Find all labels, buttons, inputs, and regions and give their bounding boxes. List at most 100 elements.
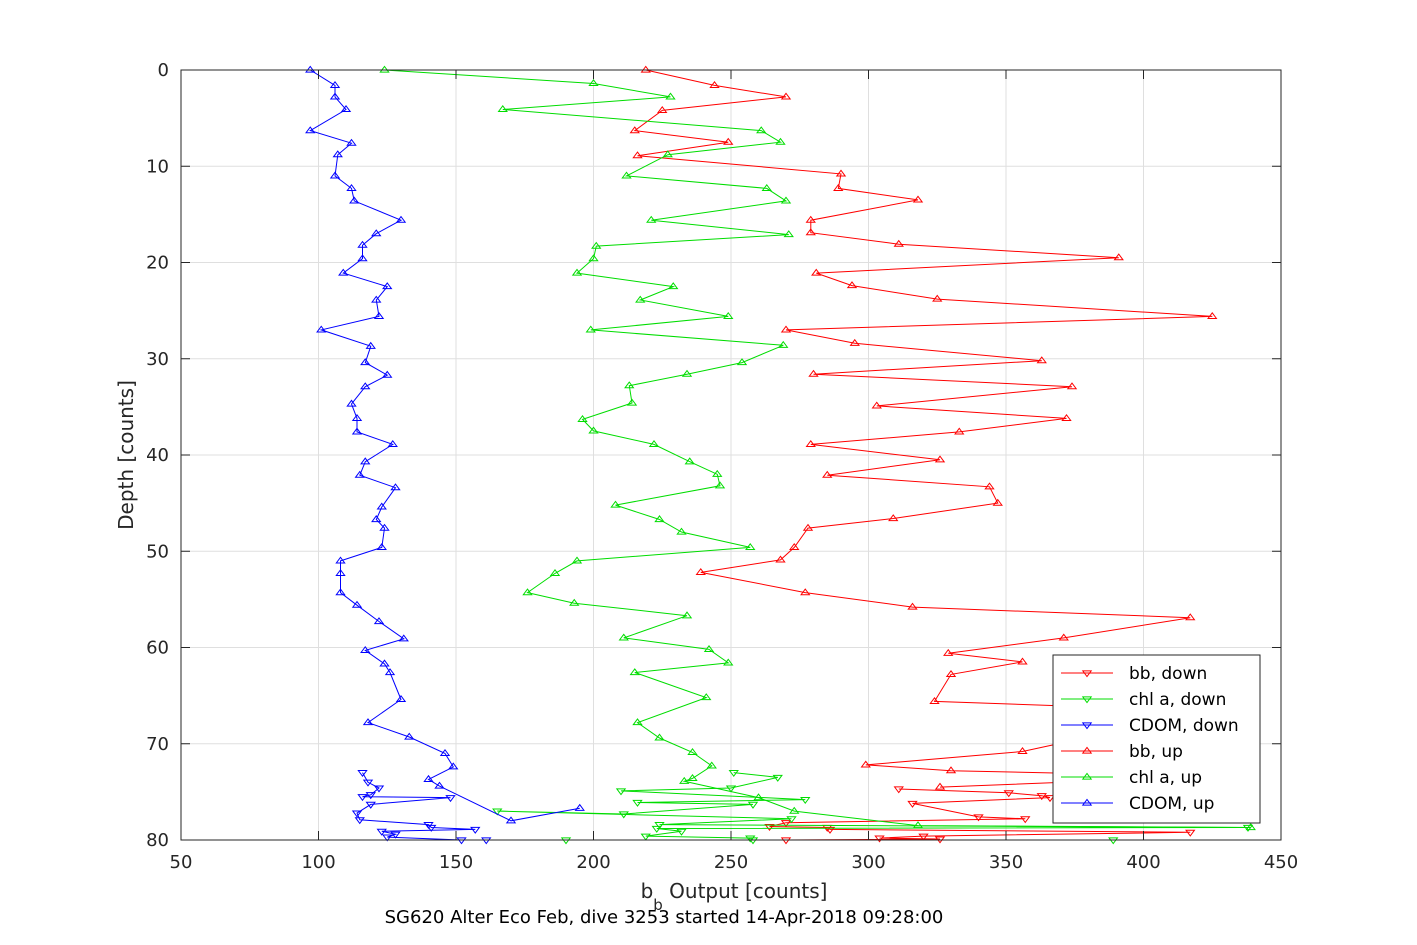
data-point xyxy=(654,515,665,523)
x-tick-label: 150 xyxy=(439,852,473,873)
data-point xyxy=(448,762,459,770)
data-point xyxy=(329,92,341,100)
legend-marker xyxy=(1081,696,1093,704)
data-point xyxy=(681,369,693,377)
data-point xyxy=(626,398,638,406)
data-point xyxy=(802,523,814,531)
data-point xyxy=(434,781,445,789)
data-point xyxy=(316,325,327,333)
data-point xyxy=(588,254,599,262)
data-point xyxy=(362,718,374,726)
data-point xyxy=(588,79,599,87)
data-point xyxy=(382,370,393,378)
data-point xyxy=(747,801,759,809)
data-point xyxy=(373,617,385,625)
data-point xyxy=(662,150,673,158)
data-point xyxy=(305,126,316,134)
data-point xyxy=(640,65,651,73)
legend-entry: bb, down xyxy=(1061,664,1207,684)
data-point xyxy=(335,588,346,596)
data-point xyxy=(373,311,385,319)
legend-marker xyxy=(1081,798,1093,806)
data-point xyxy=(945,766,957,774)
legend-entry: chl a, down xyxy=(1061,690,1226,710)
series-line xyxy=(384,69,1251,828)
data-point xyxy=(357,254,368,262)
data-point xyxy=(384,668,396,676)
data-point xyxy=(860,760,871,768)
data-point xyxy=(1245,823,1256,831)
data-point xyxy=(492,808,503,816)
data-point xyxy=(346,399,357,407)
data-point xyxy=(657,105,668,114)
data-point xyxy=(822,470,833,478)
data-point xyxy=(668,282,679,290)
data-point xyxy=(943,648,954,656)
data-point xyxy=(629,668,640,676)
data-point xyxy=(1017,747,1028,755)
data-point xyxy=(808,369,819,377)
data-point xyxy=(351,427,363,435)
data-point xyxy=(849,338,860,346)
data-point xyxy=(522,588,533,596)
data-point xyxy=(376,502,387,510)
data-point xyxy=(357,794,368,802)
data-point xyxy=(800,588,811,596)
data-point xyxy=(907,800,918,808)
data-point xyxy=(973,814,984,822)
y-tick-label: 70 xyxy=(146,734,169,755)
data-point xyxy=(371,295,382,303)
data-point xyxy=(786,816,797,824)
data-point xyxy=(439,748,451,756)
data-point xyxy=(426,824,437,832)
legend-marker xyxy=(1081,772,1093,780)
data-point xyxy=(618,811,629,819)
data-point xyxy=(335,556,346,564)
data-point xyxy=(783,230,794,238)
data-point xyxy=(736,358,748,366)
data-point xyxy=(676,527,687,535)
legend-label: chl a, down xyxy=(1129,690,1226,710)
data-point xyxy=(723,137,734,145)
data-point xyxy=(932,294,943,302)
x-tick-label: 450 xyxy=(1264,852,1298,873)
data-point xyxy=(871,401,882,409)
data-point xyxy=(588,426,599,434)
chart-title: SG620 Alter Eco Feb, dive 3253 started 1… xyxy=(385,907,944,928)
data-point xyxy=(329,171,341,179)
data-point xyxy=(805,215,816,223)
data-point xyxy=(811,268,822,276)
y-tick-label: 80 xyxy=(146,830,169,851)
data-point xyxy=(651,825,662,833)
series-line xyxy=(309,69,580,822)
data-point xyxy=(676,828,687,836)
series-cdom-down xyxy=(351,770,492,845)
data-point xyxy=(753,793,764,801)
data-point xyxy=(395,215,407,223)
data-point xyxy=(357,770,368,778)
data-point xyxy=(624,381,635,389)
data-point xyxy=(371,229,382,237)
data-point xyxy=(775,555,786,563)
data-point xyxy=(709,80,720,88)
data-point xyxy=(745,835,756,843)
legend-entry: CDOM, down xyxy=(1061,716,1239,736)
data-point xyxy=(398,634,409,642)
data-point xyxy=(1242,824,1254,832)
data-point xyxy=(824,826,836,834)
data-point xyxy=(340,105,352,113)
data-point xyxy=(354,817,365,825)
x-tick-label: 350 xyxy=(989,852,1023,873)
data-point xyxy=(907,602,918,610)
data-point xyxy=(329,80,341,88)
y-tick-label: 0 xyxy=(158,60,169,81)
data-point xyxy=(360,645,371,653)
data-point xyxy=(789,806,800,814)
legend-label: CDOM, down xyxy=(1129,716,1239,736)
data-point xyxy=(764,823,775,831)
data-point xyxy=(805,439,816,447)
data-point xyxy=(505,816,517,824)
data-point xyxy=(934,782,946,790)
data-point xyxy=(728,770,739,778)
data-point xyxy=(1108,837,1119,845)
